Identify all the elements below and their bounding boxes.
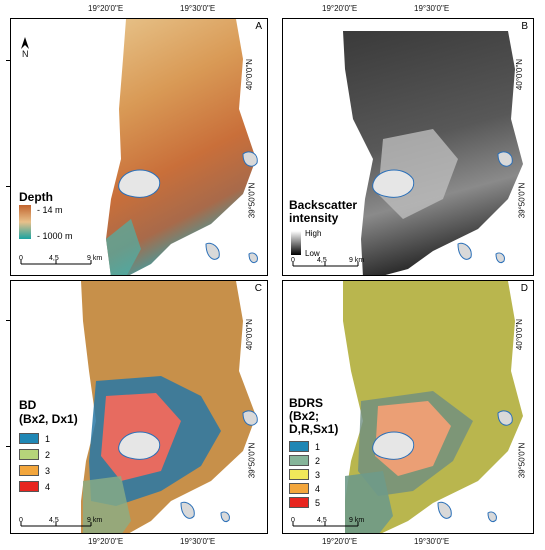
scale-0-b: 0 — [291, 257, 295, 264]
panel-bd: C BD (Bx2, Dx1) 1 2 3 4 0 4,5 9 km — [10, 280, 268, 534]
panel-backscatter: B Backscatter intensity High Low 0 4,5 9… — [282, 18, 534, 276]
bdrs-map — [292, 281, 523, 533]
left-tick-3 — [6, 320, 10, 321]
right-tick-a2: 39°50'0"N — [247, 182, 257, 219]
bottom-tick-4: 19°30'0"E — [414, 537, 450, 546]
left-tick-4 — [6, 446, 10, 447]
backscatter-legend-low: Low — [305, 249, 320, 258]
bd-class-3: 3 — [19, 465, 50, 476]
bd-swatch-3 — [19, 465, 39, 476]
backscatter-legend-high: High — [305, 229, 322, 238]
bd-swatch-2 — [19, 449, 39, 460]
bdrs-class-2-label: 2 — [315, 455, 321, 466]
right-tick-b1: 40°0'0"N — [515, 58, 525, 91]
scale-mid-c: 4,5 — [49, 517, 59, 524]
bottom-tick-1: 19°20'0"E — [88, 537, 124, 546]
right-tick-d2: 39°50'0"N — [517, 442, 527, 479]
bdrs-class-1-label: 1 — [315, 441, 321, 452]
bdrs-class-2: 2 — [289, 455, 320, 466]
north-label: N — [22, 49, 29, 59]
right-tick-a1: 40°0'0"N — [245, 58, 255, 91]
bottom-tick-3: 19°20'0"E — [322, 537, 358, 546]
bdrs-swatch-4 — [289, 483, 309, 494]
scale-mid-b: 4,5 — [317, 257, 327, 264]
bd-class-4: 4 — [19, 481, 50, 492]
panel-letter-b: B — [521, 21, 528, 32]
depth-map — [19, 19, 258, 275]
bdrs-legend-title3: D,R,Sx1) — [289, 422, 339, 436]
scale-0-d: 0 — [291, 517, 295, 524]
right-tick-c2: 39°50'0"N — [247, 442, 257, 479]
bdrs-class-3-label: 3 — [315, 469, 321, 480]
bd-class-3-label: 3 — [45, 465, 51, 476]
depth-legend-title: Depth — [19, 190, 53, 204]
panel-depth: A N Depth - 14 m - 1000 m 0 4,5 9 km — [10, 18, 268, 276]
bdrs-swatch-3 — [289, 469, 309, 480]
scale-end-d: 9 km — [349, 517, 365, 524]
bdrs-class-4-label: 4 — [315, 483, 321, 494]
bdrs-legend-title: BDRS — [289, 396, 324, 410]
bd-class-1: 1 — [19, 433, 50, 444]
scale-mid-d: 4,5 — [317, 517, 327, 524]
panel-bdrs: D BDRS (Bx2; D,R,Sx1) 1 2 3 4 5 0 4,5 9 … — [282, 280, 534, 534]
bd-legend-title: BD — [19, 398, 37, 412]
panel-letter-c: C — [254, 283, 262, 294]
right-tick-b2: 39°50'0"N — [517, 182, 527, 219]
bd-map — [20, 281, 258, 533]
left-tick-2 — [6, 186, 10, 187]
bd-class-2: 2 — [19, 449, 50, 460]
bdrs-class-5-label: 5 — [315, 497, 321, 508]
left-tick-1 — [6, 60, 10, 61]
backscatter-legend-title2: intensity — [289, 211, 339, 225]
panel-letter-d: D — [520, 283, 528, 294]
top-tick-4: 19°30'0"E — [414, 4, 450, 13]
scale-end-b: 9 km — [349, 257, 365, 264]
top-tick-1: 19°20'0"E — [88, 4, 124, 13]
bdrs-class-4: 4 — [289, 483, 320, 494]
scale-0-c: 0 — [19, 517, 23, 524]
bd-class-1-label: 1 — [45, 433, 51, 444]
scale-end: 9 km — [87, 255, 103, 262]
depth-legend-low: - 1000 m — [37, 231, 73, 241]
scale-mid: 4,5 — [49, 255, 59, 262]
bd-legend-title2: (Bx2, Dx1) — [19, 412, 78, 426]
bdrs-class-5: 5 — [289, 497, 320, 508]
right-tick-c1: 40°0'0"N — [245, 318, 255, 351]
top-tick-2: 19°30'0"E — [180, 4, 216, 13]
right-tick-d1: 40°0'0"N — [515, 318, 525, 351]
bdrs-class-3: 3 — [289, 469, 320, 480]
panel-letter-a: A — [255, 21, 262, 32]
backscatter-legend-title: Backscatter — [289, 198, 358, 212]
scale-end-c: 9 km — [87, 517, 103, 524]
bdrs-legend-title2: (Bx2; — [289, 409, 320, 423]
top-tick-3: 19°20'0"E — [322, 4, 358, 13]
bd-class-4-label: 4 — [45, 481, 51, 492]
bd-class-2-label: 2 — [45, 449, 51, 460]
bdrs-swatch-5 — [289, 497, 309, 508]
bd-swatch-4 — [19, 481, 39, 492]
bdrs-swatch-1 — [289, 441, 309, 452]
bdrs-swatch-2 — [289, 455, 309, 466]
bdrs-class-1: 1 — [289, 441, 320, 452]
backscatter-map — [291, 31, 523, 275]
depth-legend-high: - 14 m — [37, 205, 63, 215]
bottom-tick-2: 19°30'0"E — [180, 537, 216, 546]
scale-0: 0 — [19, 255, 23, 262]
bd-swatch-1 — [19, 433, 39, 444]
